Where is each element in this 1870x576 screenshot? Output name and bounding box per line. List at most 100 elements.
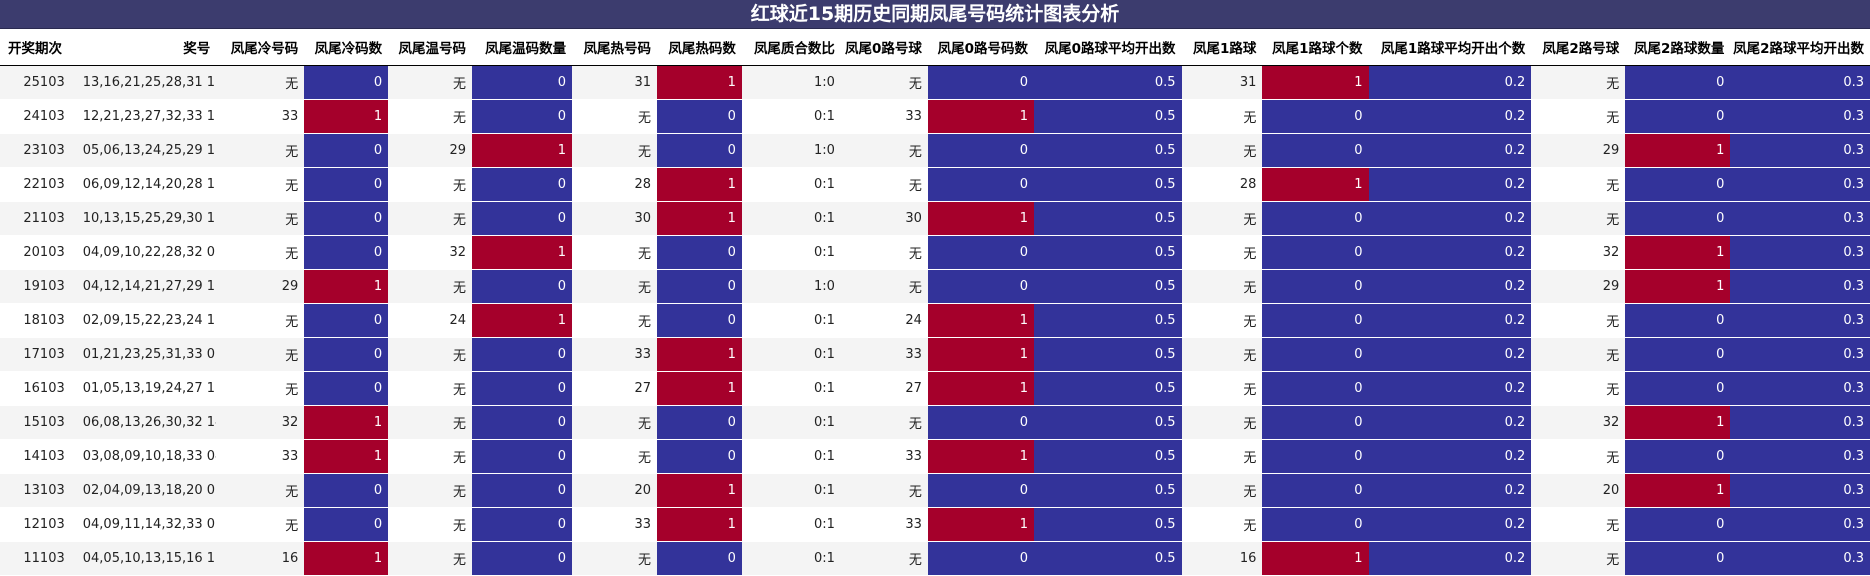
- cell-cold-n[interactable]: 0: [304, 473, 389, 508]
- column-header[interactable]: 凤尾温码数量: [472, 29, 573, 66]
- column-header[interactable]: 凤尾冷码数: [304, 29, 389, 66]
- cell-r2-n[interactable]: 0: [1625, 337, 1731, 372]
- cell-r1-n[interactable]: 0: [1262, 473, 1369, 508]
- cell-hot-n[interactable]: 0: [656, 133, 742, 168]
- cell-r0-n[interactable]: 0: [927, 65, 1034, 100]
- cell-warm[interactable]: 无: [388, 269, 473, 304]
- cell-r2-avg[interactable]: 0.3: [1730, 405, 1870, 440]
- cell-hot-n[interactable]: 1: [656, 167, 742, 202]
- cell-r1-n[interactable]: 0: [1262, 371, 1369, 406]
- cell-ratio[interactable]: 0:1: [741, 439, 841, 474]
- cell-warm-n[interactable]: 0: [472, 167, 573, 202]
- cell-r1[interactable]: 无: [1181, 473, 1263, 508]
- cell-period[interactable]: 19103: [0, 269, 71, 304]
- cell-warm[interactable]: 无: [388, 507, 473, 542]
- cell-warm-n[interactable]: 0: [472, 269, 573, 304]
- cell-r0-n[interactable]: 0: [927, 235, 1034, 270]
- cell-r2[interactable]: 32: [1531, 405, 1626, 440]
- cell-hot[interactable]: 无: [572, 439, 657, 474]
- cell-r2[interactable]: 20: [1531, 473, 1626, 508]
- cell-numbers[interactable]: 10,13,15,25,29,30 15: [70, 201, 217, 236]
- cell-r1[interactable]: 无: [1181, 99, 1263, 134]
- cell-r2-avg[interactable]: 0.3: [1730, 439, 1870, 474]
- cell-r1-avg[interactable]: 0.2: [1368, 541, 1532, 576]
- cell-warm[interactable]: 无: [388, 337, 473, 372]
- cell-r0-avg[interactable]: 0.5: [1033, 99, 1182, 134]
- cell-warm-n[interactable]: 0: [472, 541, 573, 576]
- cell-numbers[interactable]: 05,06,13,24,25,29 15: [70, 133, 217, 168]
- cell-period[interactable]: 11103: [0, 541, 71, 576]
- cell-r0[interactable]: 33: [840, 507, 928, 542]
- cell-cold[interactable]: 无: [216, 167, 305, 202]
- cell-cold[interactable]: 无: [216, 337, 305, 372]
- cell-hot[interactable]: 33: [572, 507, 657, 542]
- cell-warm-n[interactable]: 0: [472, 405, 573, 440]
- cell-hot[interactable]: 无: [572, 99, 657, 134]
- cell-r0[interactable]: 无: [840, 167, 928, 202]
- cell-period[interactable]: 18103: [0, 303, 71, 338]
- column-header[interactable]: 凤尾热号码: [572, 29, 657, 66]
- cell-r2-avg[interactable]: 0.3: [1730, 269, 1870, 304]
- cell-r1-n[interactable]: 0: [1262, 303, 1369, 338]
- cell-r0-n[interactable]: 1: [927, 99, 1034, 134]
- cell-r2-n[interactable]: 0: [1625, 541, 1731, 576]
- cell-r0-n[interactable]: 0: [927, 405, 1034, 440]
- column-header[interactable]: 凤尾0路号码数: [927, 29, 1034, 66]
- cell-r0-n[interactable]: 0: [927, 167, 1034, 202]
- cell-ratio[interactable]: 0:1: [741, 541, 841, 576]
- cell-r0[interactable]: 无: [840, 269, 928, 304]
- cell-r1-avg[interactable]: 0.2: [1368, 65, 1532, 100]
- cell-warm[interactable]: 32: [388, 235, 473, 270]
- cell-period[interactable]: 13103: [0, 473, 71, 508]
- cell-numbers[interactable]: 04,12,14,21,27,29 12: [70, 269, 217, 304]
- cell-r0-n[interactable]: 1: [927, 201, 1034, 236]
- cell-cold-n[interactable]: 1: [304, 269, 389, 304]
- cell-cold[interactable]: 无: [216, 473, 305, 508]
- cell-r0[interactable]: 33: [840, 99, 928, 134]
- cell-r2[interactable]: 32: [1531, 235, 1626, 270]
- cell-warm-n[interactable]: 0: [472, 65, 573, 100]
- cell-r1[interactable]: 无: [1181, 201, 1263, 236]
- cell-r0[interactable]: 无: [840, 235, 928, 270]
- cell-r0[interactable]: 30: [840, 201, 928, 236]
- cell-r2-n[interactable]: 0: [1625, 167, 1731, 202]
- cell-warm[interactable]: 无: [388, 99, 473, 134]
- cell-cold[interactable]: 无: [216, 507, 305, 542]
- cell-r0-avg[interactable]: 0.5: [1033, 235, 1182, 270]
- cell-r1-avg[interactable]: 0.2: [1368, 507, 1532, 542]
- cell-r0-n[interactable]: 1: [927, 439, 1034, 474]
- cell-ratio[interactable]: 0:1: [741, 99, 841, 134]
- cell-numbers[interactable]: 03,08,09,10,18,33 04: [70, 439, 217, 474]
- cell-ratio[interactable]: 0:1: [741, 371, 841, 406]
- cell-r1-avg[interactable]: 0.2: [1368, 337, 1532, 372]
- cell-r1-n[interactable]: 0: [1262, 507, 1369, 542]
- cell-r1[interactable]: 无: [1181, 303, 1263, 338]
- cell-r2-n[interactable]: 1: [1625, 473, 1731, 508]
- cell-r0-n[interactable]: 1: [927, 507, 1034, 542]
- cell-ratio[interactable]: 0:1: [741, 507, 841, 542]
- cell-r2[interactable]: 无: [1531, 371, 1626, 406]
- cell-r2-avg[interactable]: 0.3: [1730, 303, 1870, 338]
- cell-hot[interactable]: 无: [572, 269, 657, 304]
- cell-hot[interactable]: 27: [572, 371, 657, 406]
- cell-r0[interactable]: 无: [840, 541, 928, 576]
- cell-r0-avg[interactable]: 0.5: [1033, 507, 1182, 542]
- cell-r2-avg[interactable]: 0.3: [1730, 473, 1870, 508]
- cell-r1[interactable]: 31: [1181, 65, 1263, 100]
- cell-cold[interactable]: 无: [216, 201, 305, 236]
- cell-numbers[interactable]: 13,16,21,25,28,31 16: [70, 65, 217, 100]
- column-header[interactable]: 开奖期次: [0, 29, 71, 66]
- cell-period[interactable]: 16103: [0, 371, 71, 406]
- cell-r0[interactable]: 无: [840, 133, 928, 168]
- cell-cold[interactable]: 无: [216, 65, 305, 100]
- cell-r0[interactable]: 无: [840, 473, 928, 508]
- cell-r1-avg[interactable]: 0.2: [1368, 439, 1532, 474]
- cell-r2-n[interactable]: 0: [1625, 99, 1731, 134]
- cell-ratio[interactable]: 1:0: [741, 269, 841, 304]
- cell-r1[interactable]: 无: [1181, 133, 1263, 168]
- cell-r1-avg[interactable]: 0.2: [1368, 473, 1532, 508]
- cell-cold-n[interactable]: 0: [304, 507, 389, 542]
- cell-r2[interactable]: 29: [1531, 133, 1626, 168]
- cell-cold-n[interactable]: 0: [304, 337, 389, 372]
- cell-r1-n[interactable]: 0: [1262, 99, 1369, 134]
